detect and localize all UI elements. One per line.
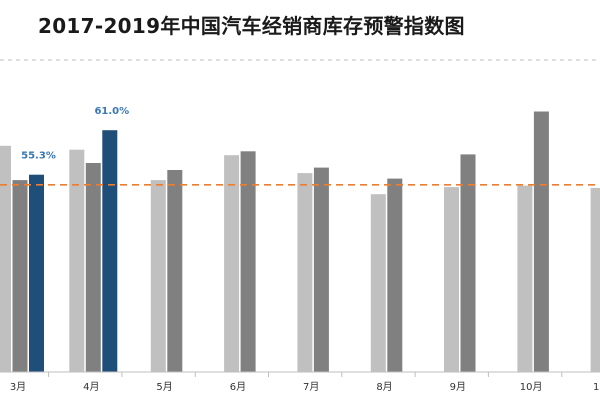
bar-2-2 <box>85 163 101 372</box>
bar-2-1 <box>12 180 28 372</box>
bar-2-5 <box>313 167 329 372</box>
x-tick-label-3: 5月 <box>156 381 172 393</box>
bar-3-1 <box>29 174 44 372</box>
x-tick-label-6: 8月 <box>376 381 392 393</box>
bar-1-3 <box>150 180 166 372</box>
x-tick-label-2: 4月 <box>83 381 99 393</box>
bar-1-2 <box>69 149 85 372</box>
bar-2-4 <box>240 151 256 372</box>
x-tick-label-9: 11月 <box>593 381 600 393</box>
bar-1-1 <box>0 145 11 372</box>
x-tick-label-7: 9月 <box>450 381 466 393</box>
bar-2-7 <box>460 154 476 372</box>
data-label-2: 61.0% <box>94 106 129 117</box>
bar-2-6 <box>387 178 403 372</box>
data-label-1: 55.3% <box>21 151 56 162</box>
bar-1-6 <box>370 194 386 372</box>
bar-1-9 <box>590 187 600 372</box>
bar-2-3 <box>167 170 183 372</box>
bar-1-4 <box>224 155 240 372</box>
bar-2-8 <box>533 111 549 372</box>
x-tick-label-5: 7月 <box>303 381 319 393</box>
x-tick-label-8: 10月 <box>520 381 543 393</box>
bar-3-2 <box>102 130 118 372</box>
bar-1-7 <box>444 187 459 372</box>
chart-title: 2017-2019年中国汽车经销商库存预警指数图 <box>38 14 465 38</box>
bar-1-8 <box>517 185 533 372</box>
x-tick-label-4: 6月 <box>230 381 246 393</box>
bar-1-5 <box>297 173 313 372</box>
x-tick-label-1: 3月 <box>10 381 26 393</box>
